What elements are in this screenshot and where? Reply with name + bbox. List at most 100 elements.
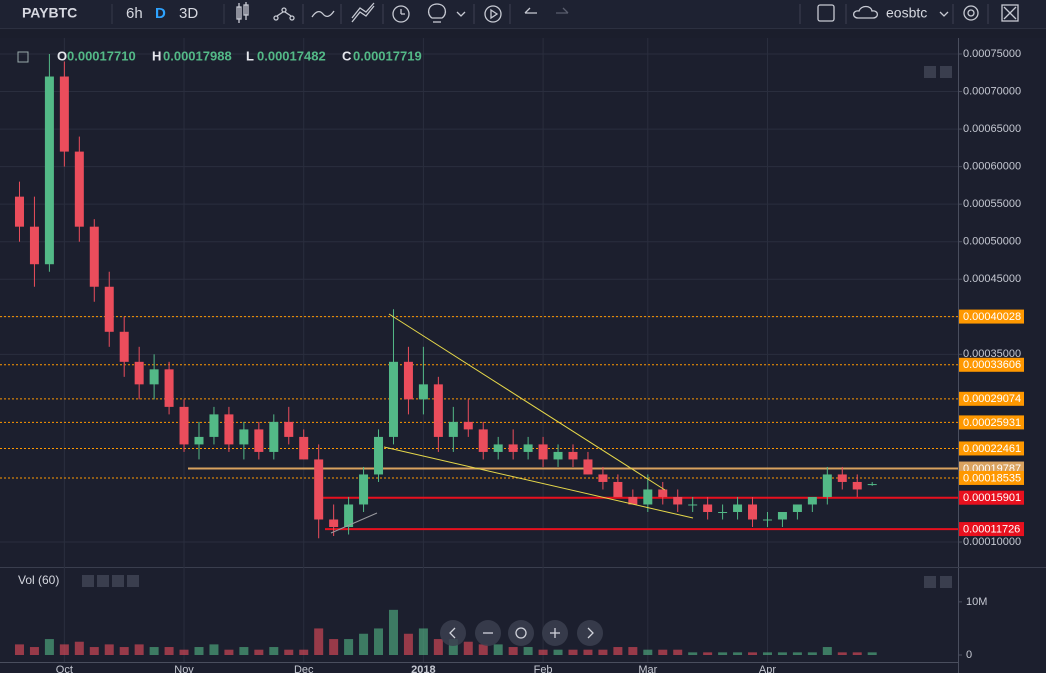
fullscreen-icon[interactable] [817,4,835,22]
interval-button[interactable]: 6h [126,5,143,22]
zoom-out[interactable] [475,620,501,646]
redo-icon[interactable] [556,7,569,14]
interval-button[interactable]: 3D [179,5,198,22]
ideas-icon[interactable] [427,3,447,23]
candle-body [74,151,84,227]
candles-icon[interactable] [236,2,249,23]
x-tick-label: Nov [174,664,194,673]
volume-bar [463,641,473,656]
candle-body [314,459,324,520]
price-label-bg [959,470,1024,485]
candle-body [29,226,39,265]
volume-bar [254,649,264,656]
volume-bar [852,652,862,656]
volume-bar [29,647,39,656]
y-tick-label: 0.00070000 [963,85,1021,97]
candle-body [388,361,398,437]
volume-bar [822,647,832,656]
price-label-bg [959,391,1024,406]
candle-body [269,421,279,452]
legend-toggle[interactable] [17,51,29,63]
volume-bar [538,649,548,656]
candle-body [239,429,249,445]
volume-bar [643,649,653,656]
pane-button[interactable] [940,576,952,588]
pane-button[interactable] [112,575,124,587]
pane-button[interactable] [127,575,139,587]
y-tick-label: 10M [966,596,987,608]
candle-body [433,384,443,437]
zoom-in[interactable] [542,620,568,646]
pane-button[interactable] [97,575,109,587]
candle-body [867,484,877,486]
price-label-bg [959,441,1024,456]
pane-button[interactable] [924,576,936,588]
volume-bar [433,639,443,656]
pane-button[interactable] [924,66,936,78]
volume-bars [14,609,877,656]
price-label-bg [959,309,1024,324]
dropdown-icon[interactable] [456,11,466,17]
navigation [440,620,603,646]
cloud-icon[interactable] [852,5,879,19]
scroll-right[interactable] [577,620,603,646]
interval-button[interactable]: D [155,5,166,22]
volume-bar [194,647,204,656]
settings-icon[interactable] [963,5,979,21]
candle-body [299,436,309,460]
price-label: 0.00022461 [963,443,1021,455]
y-tick-label: 0.00075000 [963,48,1021,60]
price-label-bg [959,415,1024,430]
volume-bar [44,639,54,656]
legend-value: 0.00017719 [353,48,422,63]
pane-controls [924,66,952,588]
candles [14,53,877,539]
alert-icon[interactable] [392,5,410,23]
legend-key: O [57,48,67,63]
volume-bar [613,647,623,656]
volume-bar [688,652,698,656]
line-icon[interactable] [311,10,335,18]
compare-icon[interactable] [351,2,375,23]
replay-icon[interactable] [484,5,502,23]
volume-bar [134,644,144,656]
x-tick-label: Oct [56,664,73,673]
volume-bar [179,649,189,656]
candle-body [673,496,683,505]
pane-button[interactable] [82,575,94,587]
x-tick-label: Apr [759,664,776,673]
expand-icon[interactable] [1001,4,1019,22]
symbol[interactable]: PAYBTC [22,5,77,21]
candle-body [478,429,488,452]
candle-body [643,489,653,505]
undo-icon[interactable] [524,7,537,14]
dropdown-icon[interactable] [939,11,949,17]
volume-bar [314,628,324,656]
candle-body [448,421,458,437]
price-label-bg [959,357,1024,372]
candle-body [179,406,189,445]
candle-body [658,489,668,497]
price-label: 0.00015901 [963,492,1021,504]
reset[interactable] [508,620,534,646]
candle-body [463,421,473,430]
y-tick-label: 0.00010000 [963,536,1021,548]
y-tick-label: 0.00055000 [963,198,1021,210]
volume-bar [14,644,24,656]
candle-body [14,196,24,227]
volume-title: Vol (60) [18,573,59,587]
price-label: 0.00011726 [963,523,1020,535]
compare-symbol[interactable]: eosbtc [886,5,927,21]
volume-bar [777,652,787,656]
price-label-bg [959,490,1024,505]
pane-button[interactable] [940,66,952,78]
indicator-icon[interactable] [273,7,295,21]
scroll-left[interactable] [440,620,466,646]
volume-bar [807,652,817,656]
candle-body [583,459,593,475]
volume-bar [329,639,339,656]
x-tick-label: 2018 [411,664,435,673]
legend-value: 0.00017710 [67,48,136,63]
volume-bar [284,649,294,656]
